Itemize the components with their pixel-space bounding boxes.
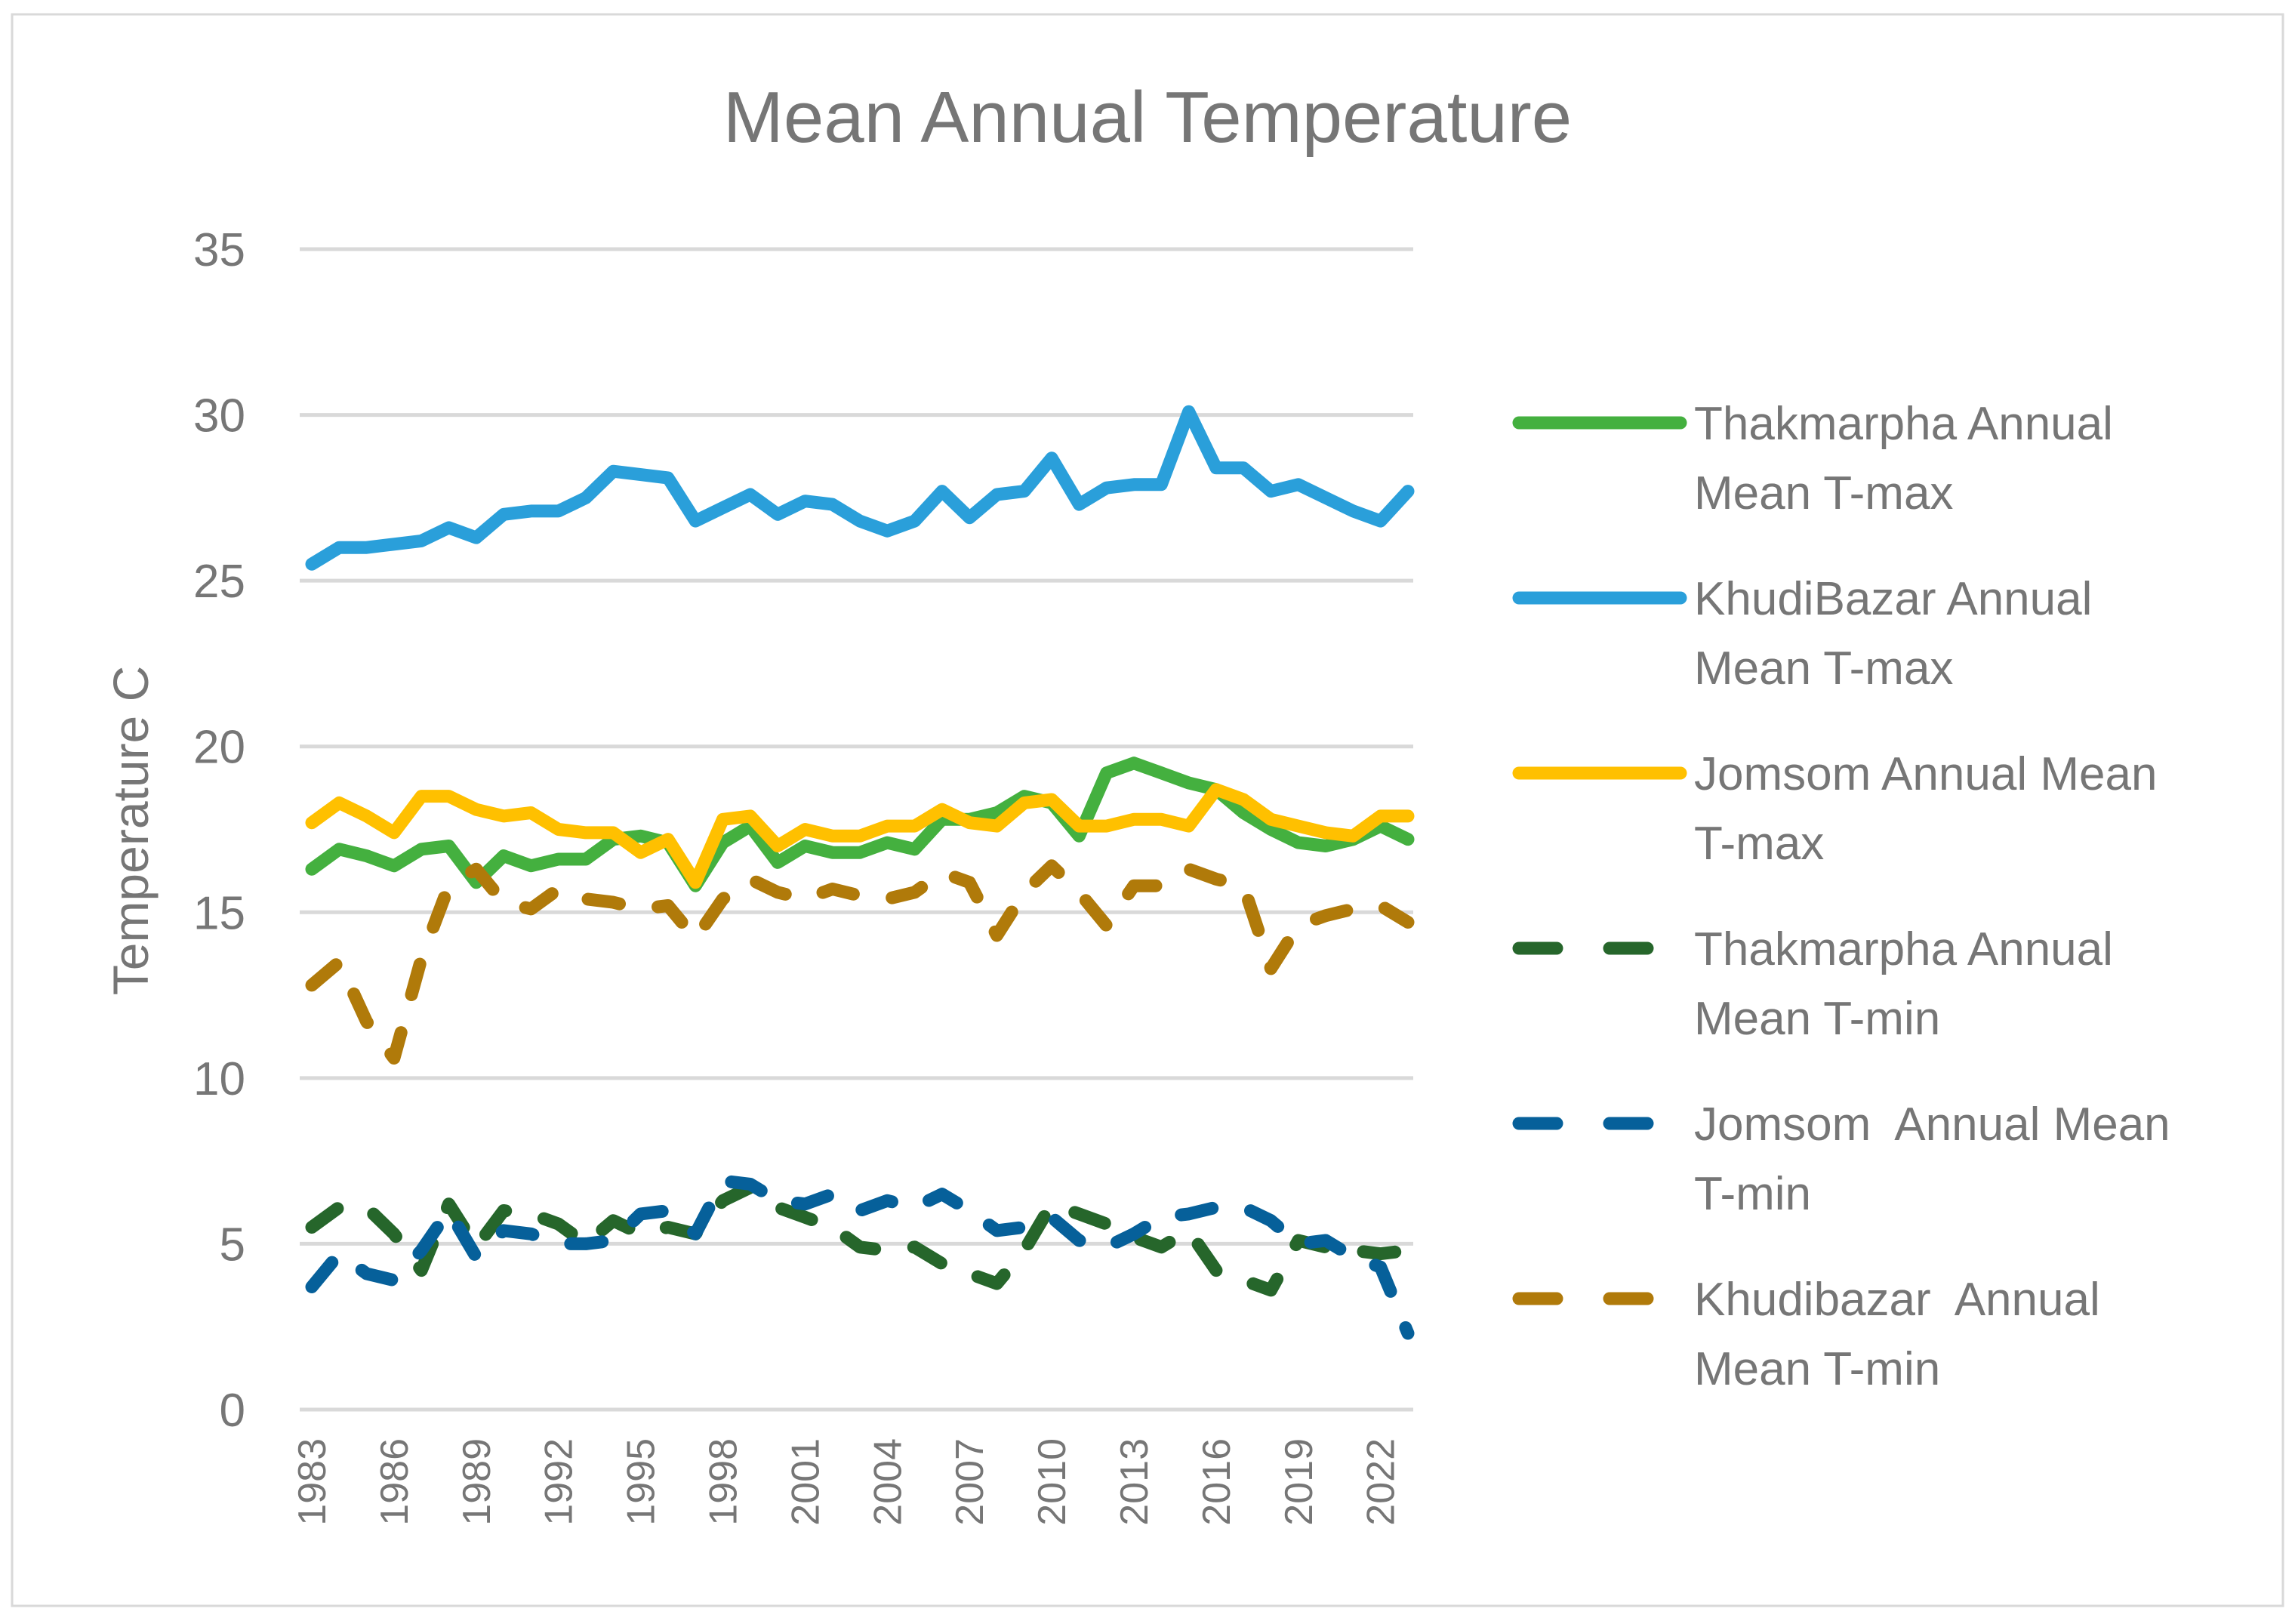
series-line-4 [305,1181,1415,1297]
series-line-3 [305,783,1415,889]
series-line-2 [305,405,1415,571]
x-tick-label: 1986 [373,1438,417,1526]
y-tick-label: 35 [193,224,245,276]
x-tick-label: 2007 [948,1438,992,1526]
y-tick-label: 15 [193,887,245,939]
y-tick-label: 0 [220,1385,245,1437]
x-tick-label: 1995 [620,1438,664,1526]
series-lines [305,405,1415,1340]
y-tick-label: 5 [220,1219,245,1271]
y-tick-label: 30 [193,390,245,442]
y-tick-label: 10 [193,1053,245,1105]
x-axis-ticks: 1983 1986 1989 1992 1995 1998 2001 2004 2007 2010… [291,1438,1403,1526]
legend-label-1: Thakmarpha Annual Mean T-max [1694,398,2113,519]
y-axis-ticks: 0 5 10 15 20 25 30 35 [193,224,245,1437]
x-tick-label: 1992 [538,1438,581,1526]
gridlines [300,247,1413,1412]
x-tick-label: 2013 [1113,1438,1157,1526]
y-axis-label: Temperature C [103,666,159,996]
x-tick-label: 2019 [1277,1438,1321,1526]
series-line-6 [305,859,1415,1065]
legend-label-5: Jomsom Annual Mean T-min [1694,1099,2170,1220]
series-line-5 [305,1174,1415,1340]
legend-label-2: KhudiBazar Annual Mean T-max [1694,573,2092,695]
x-tick-label: 2001 [784,1438,827,1526]
y-tick-label: 25 [193,556,245,608]
legend: Thakmarpha Annual Mean T-max KhudiBazar An… [1512,398,2170,1395]
legend-label-6: Khudibazar Annual Mean T-min [1694,1274,2100,1395]
y-tick-label: 20 [193,722,245,774]
legend-label-4: Thakmarpha Annual Mean T-min [1694,923,2113,1045]
x-tick-label: 2016 [1195,1438,1239,1526]
x-tick-label: 2010 [1030,1438,1074,1526]
chart-title: Mean Annual Temperature [723,77,1572,158]
x-tick-label: 1983 [291,1438,334,1526]
x-tick-label: 2004 [866,1438,910,1526]
x-tick-label: 2022 [1360,1438,1403,1526]
x-tick-label: 1998 [702,1438,746,1526]
legend-label-3: Jomsom Annual Mean T-max [1694,748,2157,870]
x-tick-label: 1989 [455,1438,499,1526]
chart-border [11,13,2284,1607]
